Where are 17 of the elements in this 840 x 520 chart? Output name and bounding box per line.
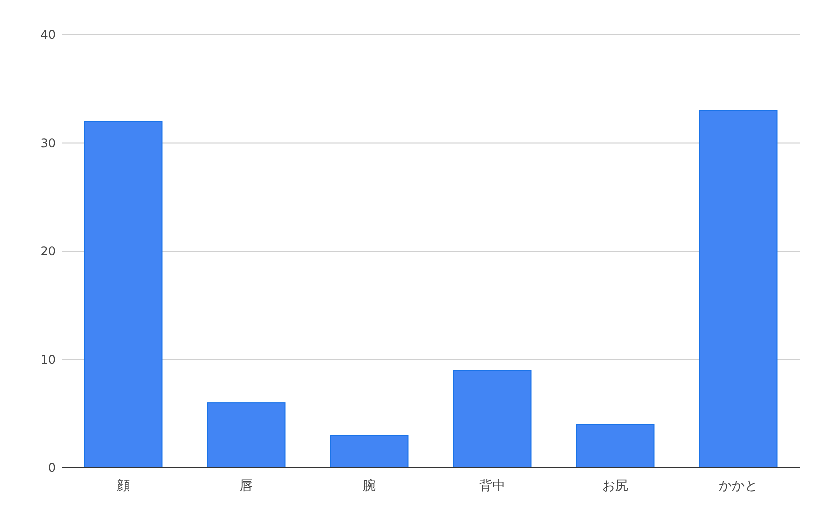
y-tick-label: 0 bbox=[48, 461, 56, 475]
bar bbox=[84, 121, 163, 468]
y-tick-label: 10 bbox=[40, 352, 56, 367]
x-tick-label: 唇 bbox=[240, 479, 253, 494]
bar bbox=[453, 370, 532, 468]
x-tick-label: 腕 bbox=[363, 479, 376, 494]
y-tick-label: 20 bbox=[40, 244, 56, 258]
x-tick-label: 背中 bbox=[480, 479, 506, 494]
y-tick-label: 30 bbox=[40, 136, 56, 150]
x-tick-label: 顔 bbox=[117, 479, 130, 494]
x-tick-label: お尻 bbox=[602, 479, 628, 494]
y-tick-label: 40 bbox=[40, 28, 56, 42]
bar bbox=[207, 402, 286, 468]
bar bbox=[699, 110, 778, 468]
bar bbox=[330, 435, 409, 468]
bar bbox=[576, 424, 655, 468]
x-tick-label: かかと bbox=[719, 479, 758, 494]
